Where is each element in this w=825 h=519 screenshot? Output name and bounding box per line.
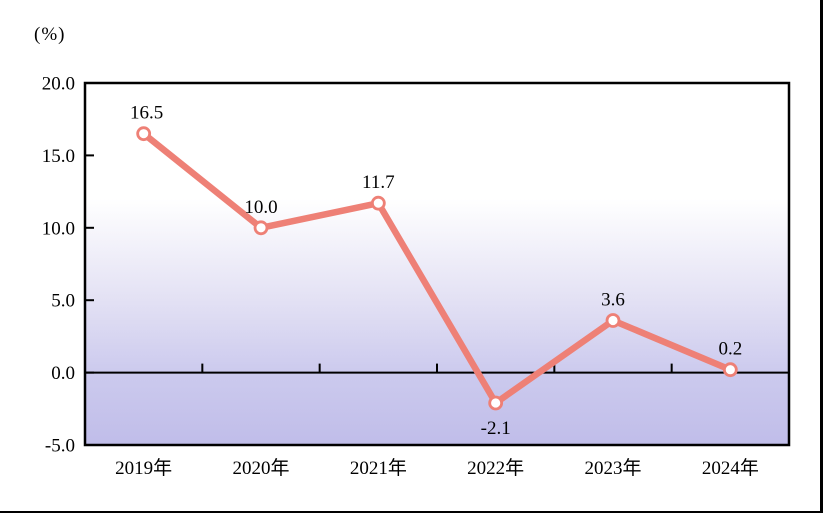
x-tick-label: 2021年 [350,457,407,479]
data-point-marker [605,313,621,328]
plot-area [83,81,791,447]
page-frame-bottom-border [0,510,823,513]
y-tick-label: 20.0 [42,74,75,95]
x-tick-label: 2020年 [232,457,289,479]
x-tick-label: 2019年 [115,457,172,479]
x-tick-label: 2024年 [702,457,759,479]
data-point-label: 3.6 [601,289,625,310]
data-point-marker [722,362,738,378]
data-point-marker [370,195,386,211]
data-point-label: 10.0 [244,197,277,218]
y-tick-label: -5.0 [45,436,75,457]
data-point-marker [488,395,504,411]
y-tick-label: 15.0 [42,146,75,167]
series-line [140,130,734,407]
data-point-marker [136,126,152,142]
data-point-label: -2.1 [481,418,511,439]
data-point-marker [253,220,269,236]
y-tick-label: 10.0 [42,218,75,239]
page-frame-right-border [820,0,823,513]
y-axis-unit-label: (%) [34,24,66,45]
x-tick-label: 2023年 [584,457,641,479]
data-point-label: 16.5 [130,103,163,124]
x-tick-label: 2022年 [467,457,524,479]
data-point-label: 11.7 [362,172,395,193]
y-tick-label: 5.0 [51,291,75,312]
data-point-label: 0.2 [718,339,742,360]
y-tick-label: 0.0 [51,363,75,384]
